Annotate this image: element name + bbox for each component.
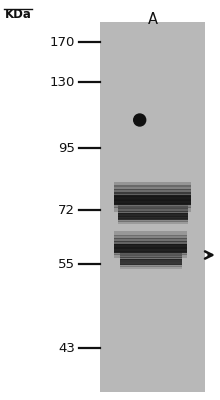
Bar — [114, 199, 191, 204]
Bar — [114, 196, 191, 201]
Bar — [120, 255, 182, 258]
Text: 95: 95 — [58, 142, 75, 154]
Bar — [118, 218, 188, 222]
Bar — [100, 22, 205, 392]
Bar — [114, 241, 187, 246]
Text: 43: 43 — [58, 342, 75, 354]
Bar — [114, 192, 191, 197]
Bar — [118, 213, 188, 216]
Bar — [114, 251, 187, 255]
Bar — [114, 185, 191, 190]
Bar — [120, 262, 182, 265]
Bar — [120, 259, 182, 265]
Bar — [118, 220, 188, 224]
Bar — [118, 208, 188, 212]
Bar — [118, 210, 188, 214]
Bar — [120, 257, 182, 260]
Bar — [114, 203, 191, 208]
Text: 170: 170 — [50, 36, 75, 48]
Bar — [114, 244, 187, 252]
Bar — [114, 231, 187, 236]
Bar — [114, 182, 191, 186]
Bar — [118, 206, 188, 209]
Bar — [120, 251, 182, 254]
Circle shape — [134, 114, 146, 126]
Bar — [114, 238, 187, 242]
Text: KDa: KDa — [4, 8, 31, 21]
Bar — [114, 206, 191, 212]
Bar — [114, 234, 187, 239]
Text: 130: 130 — [50, 76, 75, 88]
Bar — [114, 248, 187, 252]
Bar — [120, 260, 182, 262]
Bar — [114, 244, 187, 249]
Bar — [114, 254, 187, 258]
Bar — [118, 203, 188, 206]
Bar — [120, 253, 182, 256]
Bar — [118, 216, 188, 219]
Text: 72: 72 — [58, 204, 75, 216]
Text: 55: 55 — [58, 258, 75, 270]
Bar — [114, 195, 191, 205]
Bar — [118, 212, 188, 220]
Bar — [120, 264, 182, 267]
Text: A: A — [148, 12, 158, 27]
Bar — [114, 189, 191, 194]
Bar — [120, 266, 182, 269]
